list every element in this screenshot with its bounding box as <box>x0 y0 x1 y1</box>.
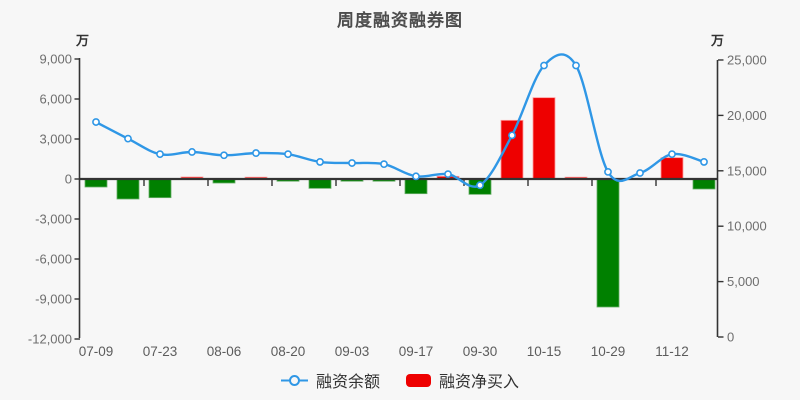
chart-title: 周度融资融券图 <box>337 11 463 30</box>
line-marker-icon <box>280 374 308 386</box>
legend-item-netbuy[interactable]: 融资净买入 <box>406 368 519 392</box>
x-axis-tick-label: 08-06 <box>207 344 242 359</box>
marker-11-12[interactable] <box>668 150 676 159</box>
marker-09-17[interactable] <box>412 172 420 181</box>
marker-11-05[interactable] <box>636 169 644 177</box>
bar-07-16[interactable] <box>116 178 140 200</box>
balance-line <box>94 53 706 188</box>
x-axis-tick-label: 07-23 <box>143 344 178 359</box>
marker-08-20[interactable] <box>284 150 292 159</box>
marker-07-09[interactable] <box>92 118 100 126</box>
left-axis-tick-label: 6,000 <box>39 92 72 107</box>
marker-09-24[interactable] <box>444 170 452 179</box>
right-axis-unit: 万 <box>711 33 725 48</box>
marker-07-30[interactable] <box>188 148 196 156</box>
marker-09-10[interactable] <box>380 160 388 169</box>
bar-08-27[interactable] <box>308 178 332 189</box>
right-axis-tick-label: 20,000 <box>727 108 767 123</box>
x-axis-tick-label: 09-30 <box>463 344 498 359</box>
left-axis-unit: 万 <box>76 33 90 48</box>
left-axis-tick-label: 3,000 <box>39 132 72 147</box>
left-axis-tick-label: -9,000 <box>35 292 72 307</box>
marker-09-03[interactable] <box>348 159 356 167</box>
marker-07-23[interactable] <box>156 150 164 159</box>
x-axis-tick-label: 09-17 <box>399 344 434 359</box>
left-axis-tick-label: -6,000 <box>35 252 72 267</box>
x-axis-tick-label: 09-03 <box>335 344 370 359</box>
right-axis-tick-label: 10,000 <box>727 219 767 234</box>
right-axis-tick-label: 25,000 <box>727 52 767 67</box>
bar-07-09[interactable] <box>84 178 108 188</box>
x-axis-tick-label: 10-15 <box>527 344 562 359</box>
bar-swatch-icon <box>406 373 431 387</box>
left-axis-tick-label: 9,000 <box>39 52 72 67</box>
right-axis-tick-label: 15,000 <box>727 163 767 178</box>
x-axis-tick-label: 11-12 <box>655 344 689 359</box>
marker-10-22[interactable] <box>572 61 580 70</box>
legend-label-balance: 融资余额 <box>315 374 380 391</box>
bar-11-12[interactable] <box>660 157 684 180</box>
legend-label-netbuy: 融资净买入 <box>439 374 520 391</box>
right-axis-tick-label: 5,000 <box>727 274 760 289</box>
marker-10-08[interactable] <box>508 131 516 140</box>
bar-09-17[interactable] <box>404 178 428 195</box>
left-axis-tick-label: 0 <box>65 172 72 187</box>
bar-07-23[interactable] <box>148 178 172 199</box>
marker-09-30[interactable] <box>476 181 484 190</box>
marker-10-15[interactable] <box>540 61 548 70</box>
marker-08-27[interactable] <box>316 158 324 166</box>
marker-10-29[interactable] <box>604 168 612 176</box>
x-axis-tick-label: 08-20 <box>271 344 306 359</box>
bar-10-15[interactable] <box>532 97 556 180</box>
legend: 融资余额 融资净买入 <box>0 368 800 392</box>
marker-11-19[interactable] <box>700 158 708 166</box>
legend-item-balance[interactable]: 融资余额 <box>280 368 380 392</box>
marker-07-16[interactable] <box>124 134 132 143</box>
left-axis-tick-label: -12,000 <box>28 332 72 347</box>
marker-08-06[interactable] <box>220 151 228 160</box>
bar-10-29[interactable] <box>596 178 620 308</box>
marker-08-13[interactable] <box>252 149 260 157</box>
x-axis-tick-label: 10-29 <box>591 344 626 359</box>
x-axis-tick-label: 07-09 <box>79 344 114 359</box>
right-axis-tick-label: 0 <box>727 330 734 345</box>
bar-11-19[interactable] <box>692 178 716 190</box>
left-axis-tick-label: -3,000 <box>35 212 72 227</box>
